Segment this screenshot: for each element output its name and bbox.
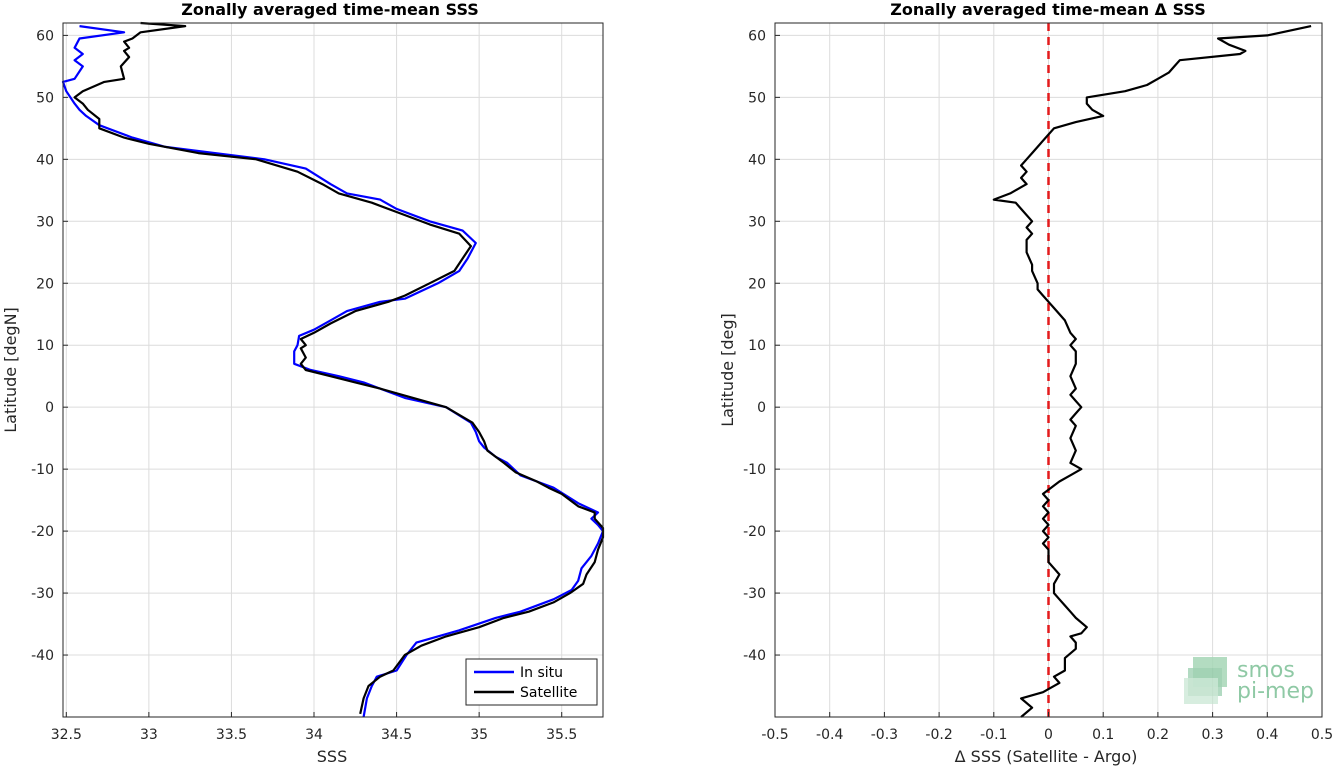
right-x-tick-label: -0.4: [816, 727, 843, 743]
right-y-tick-label: -10: [743, 462, 766, 478]
right-chart-panel: Zonally averaged time-mean Δ SSS -0.5 -0.…: [718, 0, 1333, 766]
right-y-tick-label: -40: [743, 648, 766, 664]
right-x-tick-label: -0.3: [871, 727, 898, 743]
left-x-tick-label: 33.5: [216, 727, 247, 743]
left-x-tick-label: 35: [470, 727, 488, 743]
right-x-tick-label: 0.1: [1092, 727, 1114, 743]
right-series-line-delta-sss: [992, 25, 1312, 718]
left-y-tick-label: 40: [36, 152, 54, 168]
right-chart-title: Zonally averaged time-mean Δ SSS: [890, 0, 1206, 19]
legend: In situ Satellite: [465, 658, 598, 706]
left-y-tick-label: 0: [45, 400, 54, 416]
left-y-tick-label: 50: [36, 90, 54, 106]
right-x-tick-label: 0.4: [1256, 727, 1278, 743]
right-x-tick-label: -0.1: [980, 727, 1007, 743]
right-y-tick-label: 0: [757, 400, 766, 416]
left-y-axis-label: Latitude [degN]: [1, 307, 20, 433]
right-y-axis-label: Latitude [deg]: [718, 313, 737, 427]
left-x-tick-label: 34.5: [381, 727, 412, 743]
left-y-tick-label: 20: [36, 276, 54, 292]
right-x-axis-label: Δ SSS (Satellite - Argo): [955, 747, 1138, 766]
legend-box: [465, 658, 598, 706]
left-y-tick-label: 30: [36, 214, 54, 230]
left-y-tick-label: -10: [31, 462, 54, 478]
right-y-tick-label: 50: [748, 90, 766, 106]
right-x-tick-label: 0.2: [1147, 727, 1169, 743]
left-chart-panel: Zonally averaged time-mean SSS 32.5 33 33.…: [1, 0, 605, 766]
left-y-tick-label: 10: [36, 338, 54, 354]
right-y-tick-label: 30: [748, 214, 766, 230]
left-series-line-satellite: [73, 21, 605, 715]
left-grid: [63, 23, 603, 717]
left-x-tick-label: 34: [305, 727, 323, 743]
left-x-tick-label: 33: [140, 727, 158, 743]
right-y-tick-label: 60: [748, 28, 766, 44]
right-y-tick-label: -30: [743, 586, 766, 602]
left-x-axis-label: SSS: [317, 747, 347, 766]
left-axes-box: [62, 22, 604, 718]
right-x-tick-label: -0.5: [761, 727, 788, 743]
left-y-tick-label: -20: [31, 524, 54, 540]
left-series-group: [61, 21, 605, 718]
left-series-line-in-situ: [61, 25, 605, 718]
right-series-group: [992, 25, 1312, 718]
legend-label-satellite: Satellite: [520, 685, 577, 701]
left-ticks: 32.5 33 33.5 34 34.5 35 35.5 -40 -30 -20 -10 0 10 20 3…: [31, 28, 577, 743]
right-y-tick-label: 40: [748, 152, 766, 168]
left-x-tick-label: 35.5: [546, 727, 577, 743]
legend-label-in-situ: In situ: [520, 665, 563, 681]
right-y-tick-label: 10: [748, 338, 766, 354]
right-y-tick-label: 20: [748, 276, 766, 292]
left-y-tick-label: -30: [31, 586, 54, 602]
logo-line-1: smos: [1237, 658, 1295, 683]
right-x-tick-label: 0.5: [1311, 727, 1333, 743]
left-y-tick-label: 60: [36, 28, 54, 44]
right-x-tick-label: -0.2: [925, 727, 952, 743]
right-ticks: -0.5 -0.4 -0.3 -0.2 -0.1 0 0.1 0.2 0.3 0.4 0.5 -40 -…: [743, 28, 1333, 743]
right-y-tick-label: -20: [743, 524, 766, 540]
left-x-tick-label: 32.5: [51, 727, 82, 743]
left-y-tick-label: -40: [31, 648, 54, 664]
smos-pi-mep-logo: smos pi-mep: [1184, 657, 1314, 704]
right-x-tick-label: 0: [1044, 727, 1053, 743]
left-chart-title: Zonally averaged time-mean SSS: [181, 0, 479, 19]
logo-mark: [1184, 657, 1227, 704]
right-x-tick-label: 0.3: [1201, 727, 1223, 743]
logo-line-2: pi-mep: [1237, 679, 1314, 704]
